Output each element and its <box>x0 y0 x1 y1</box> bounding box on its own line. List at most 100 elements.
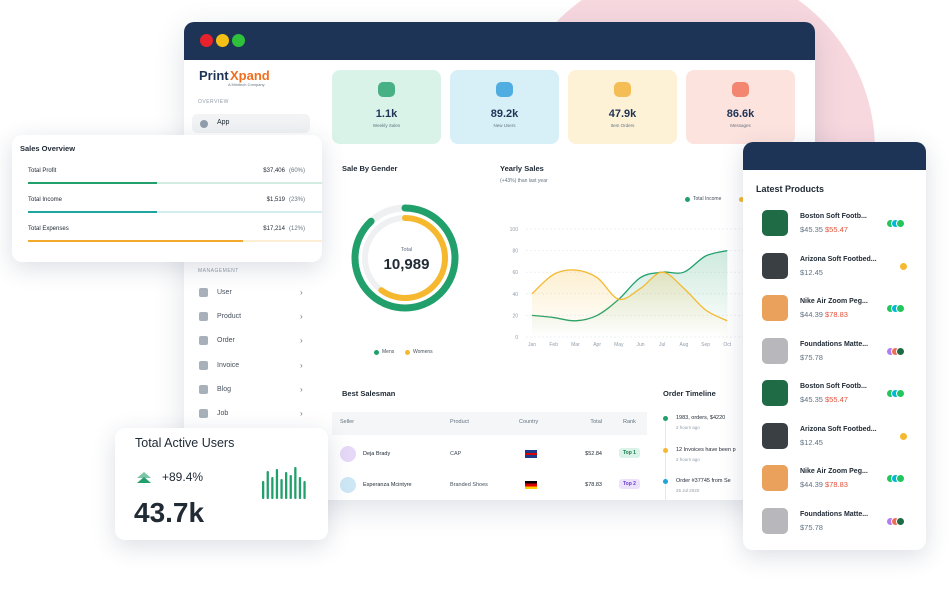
nav-label: App <box>217 119 230 126</box>
x-tick-label: Apr <box>593 342 601 348</box>
table-header-bg <box>332 412 647 435</box>
trend-icon <box>137 472 151 478</box>
x-tick-label: Jun <box>636 342 644 348</box>
gender-card: Sale By Gender Total 10,989 Mens Womens <box>332 155 481 372</box>
dashboard-window: Print Xpand A Minitech Company OVERVIEW App M… <box>184 22 815 500</box>
yearly-card: Yearly Sales (+43%) than last year Total I… <box>490 155 815 372</box>
mini-bar <box>289 475 292 499</box>
y-tick-label: 20 <box>512 313 518 319</box>
product-image <box>762 295 788 321</box>
timeline-card: Order Timeline 1983, orders, $4220 2 hours… <box>655 380 815 500</box>
nav-item-active: App <box>192 114 310 133</box>
timeline-line <box>665 420 666 500</box>
nav-icon <box>199 384 208 394</box>
stat-icon <box>732 82 749 97</box>
table-header: Seller <box>340 419 355 425</box>
nav-icon <box>200 120 208 128</box>
timeline-dot <box>663 447 668 453</box>
rank-badge: Top 2 <box>619 479 640 489</box>
product-image <box>762 380 788 406</box>
flag <box>525 450 537 458</box>
table-header: Product <box>450 419 469 425</box>
timeline-time: 25 Jul 2020 <box>676 488 700 493</box>
progress-bar <box>28 240 243 242</box>
stat-card: 89.2k New Users <box>450 70 559 144</box>
product-name: Boston Soft Footb... <box>800 213 867 220</box>
product-image <box>762 210 788 236</box>
nav-label: Order <box>217 337 235 345</box>
y-tick-label: 40 <box>512 292 518 298</box>
legend-label: Mens <box>382 348 395 355</box>
product-name: Nike Air Zoom Peg... <box>800 298 868 305</box>
stat-card: 1.1k Weekly Sales <box>332 70 441 144</box>
row-percent: (23%) <box>288 197 305 203</box>
product-sale: $55.47 <box>825 395 848 404</box>
color-dot <box>896 304 905 313</box>
nav-icon <box>199 409 208 418</box>
dot-green <box>232 34 245 47</box>
stat-card: 47.9k Item Orders <box>568 70 677 144</box>
stat-value: 89.2k <box>490 108 519 120</box>
color-dot <box>899 261 908 271</box>
dot-red <box>200 34 213 47</box>
flag <box>525 481 537 489</box>
gender-ring <box>351 204 459 312</box>
mini-bar <box>262 481 265 499</box>
product-image <box>762 337 788 364</box>
total: $52.84 <box>585 451 602 457</box>
avatar <box>340 477 356 493</box>
stat-label: Item Orders <box>610 123 635 128</box>
flag-cross <box>525 453 537 455</box>
section-label: MANAGEMENT <box>198 268 239 274</box>
product-name: Boston Soft Footb... <box>800 383 867 390</box>
legend-label: Womens <box>413 348 433 355</box>
nav-icon <box>199 312 208 322</box>
product-name: Arizona Soft Footbed... <box>800 255 877 263</box>
series-area <box>532 269 728 337</box>
stat-value: 47.9k <box>608 108 637 120</box>
stat-label: Weekly Sales <box>372 123 401 128</box>
progress-bar <box>28 211 158 213</box>
card-subtitle: (+43%) than last year <box>500 178 548 184</box>
salesman-card: Best Salesman Seller Product Country Total Ra… <box>332 380 647 500</box>
stat-icon <box>496 82 513 97</box>
product-sale: $78.83 <box>825 480 848 489</box>
product-price: $75.78 <box>800 352 823 362</box>
card-title: Best Salesman <box>342 389 396 398</box>
row-label: Total Expenses <box>28 226 69 232</box>
card-title: Sales Overview <box>20 144 76 153</box>
row-percent: (60%) <box>288 168 305 174</box>
mini-bars <box>262 467 306 499</box>
product-image <box>762 465 788 491</box>
rank-badge: Top 1 <box>619 448 640 458</box>
legend-label: Total Income <box>693 195 722 202</box>
products-card: Latest Products Boston Soft Footb... $45.3… <box>743 142 926 550</box>
card-title: Total Active Users <box>135 436 235 450</box>
x-tick-label: May <box>614 342 624 348</box>
window-bar <box>184 22 815 60</box>
card-title: Sale By Gender <box>342 164 398 173</box>
nav-icon <box>199 288 208 297</box>
product-sale: $55.47 <box>825 225 848 234</box>
product-price: $12.45 <box>800 437 823 447</box>
yearly-chart: 0 20 40 60 80 100 Jan Feb Mar Apr May Jun Jul Aug Sep O… <box>510 227 815 348</box>
mini-bar <box>298 477 302 499</box>
nav-label: Invoice <box>217 361 240 369</box>
row-amount: $37,406 <box>263 168 285 174</box>
legend-dot <box>405 350 410 355</box>
progress-track <box>28 211 322 213</box>
stat-value: 86.6k <box>726 108 755 120</box>
seller: Esperanza Mcintyre <box>363 482 412 488</box>
chevron: › <box>300 360 303 370</box>
product-image <box>762 422 788 449</box>
color-dot <box>896 219 905 228</box>
series-line <box>531 269 728 322</box>
brand-part1: Print <box>199 68 229 83</box>
nav-label: User <box>217 289 232 296</box>
row-amount: $17,214 <box>263 226 285 232</box>
product-price: $45.35 <box>800 225 823 234</box>
legend-dot <box>685 197 690 202</box>
brand-part2: Xpand <box>230 68 270 83</box>
color-dot <box>896 346 905 356</box>
timeline-text: 1983, orders, $4220 <box>676 415 726 421</box>
